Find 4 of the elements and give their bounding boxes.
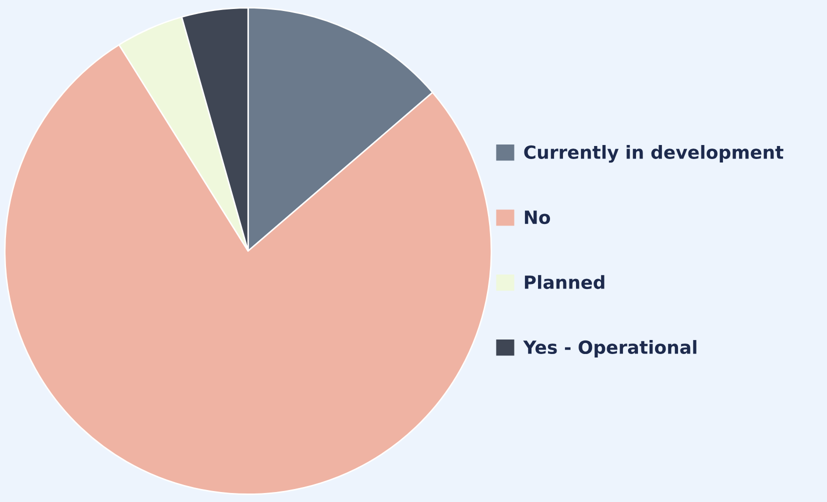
legend-label: Planned bbox=[524, 275, 604, 290]
legend-label: Yes - Operational bbox=[523, 340, 696, 358]
legend-label: No bbox=[524, 210, 550, 224]
legend-label: Currently in development bbox=[524, 145, 784, 163]
